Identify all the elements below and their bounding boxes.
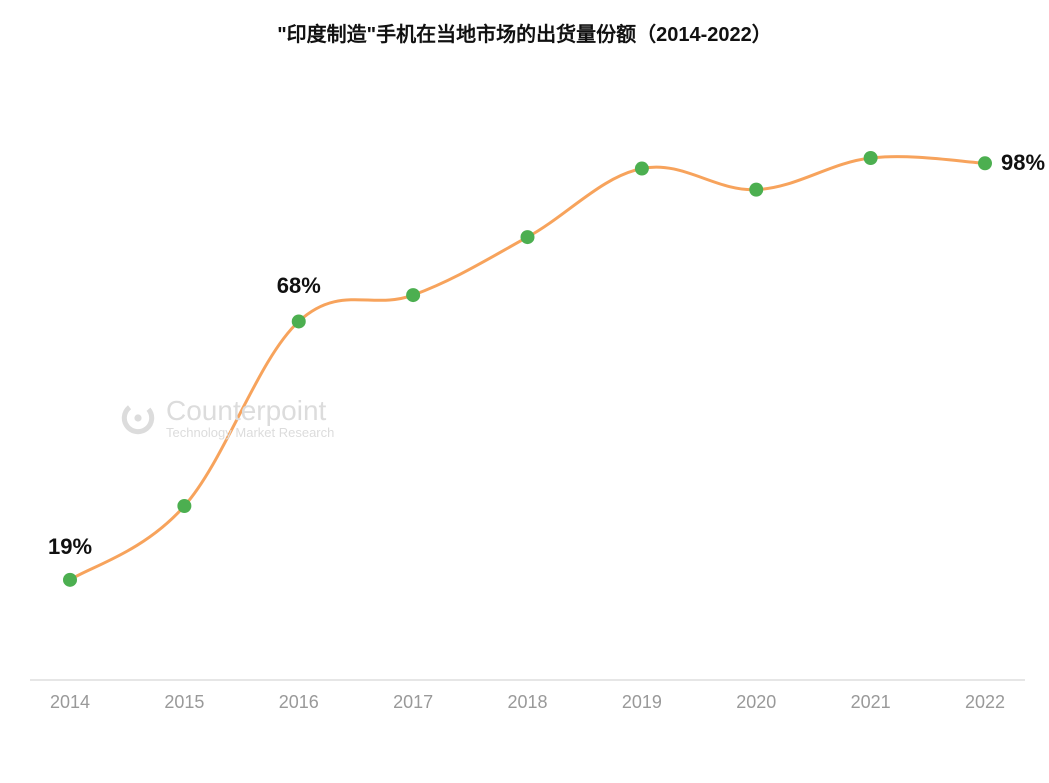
data-marker <box>406 288 420 302</box>
data-marker <box>63 573 77 587</box>
data-marker <box>635 162 649 176</box>
x-tick-label: 2017 <box>393 692 433 713</box>
data-label: 98% <box>1001 150 1045 176</box>
data-marker <box>978 156 992 170</box>
data-marker <box>521 230 535 244</box>
chart-container: "印度制造"手机在当地市场的出货量份额（2014-2022） 201420152… <box>0 0 1049 783</box>
x-tick-label: 2016 <box>279 692 319 713</box>
chart-title: "印度制造"手机在当地市场的出货量份额（2014-2022） <box>0 18 1049 47</box>
x-tick-label: 2014 <box>50 692 90 713</box>
x-tick-label: 2019 <box>622 692 662 713</box>
x-tick-label: 2022 <box>965 692 1005 713</box>
x-tick-label: 2021 <box>851 692 891 713</box>
data-marker <box>292 314 306 328</box>
plot-svg <box>30 80 1025 720</box>
data-label: 19% <box>48 534 92 560</box>
data-label: 68% <box>277 273 321 299</box>
series-line <box>70 157 985 580</box>
data-marker <box>749 183 763 197</box>
x-tick-label: 2020 <box>736 692 776 713</box>
data-marker <box>864 151 878 165</box>
plot-area: 2014 2015 2016 2017 2018 2019 2020 2021 2022 19% 6… <box>30 80 1025 720</box>
data-marker <box>177 499 191 513</box>
x-tick-label: 2015 <box>164 692 204 713</box>
x-tick-label: 2018 <box>507 692 547 713</box>
